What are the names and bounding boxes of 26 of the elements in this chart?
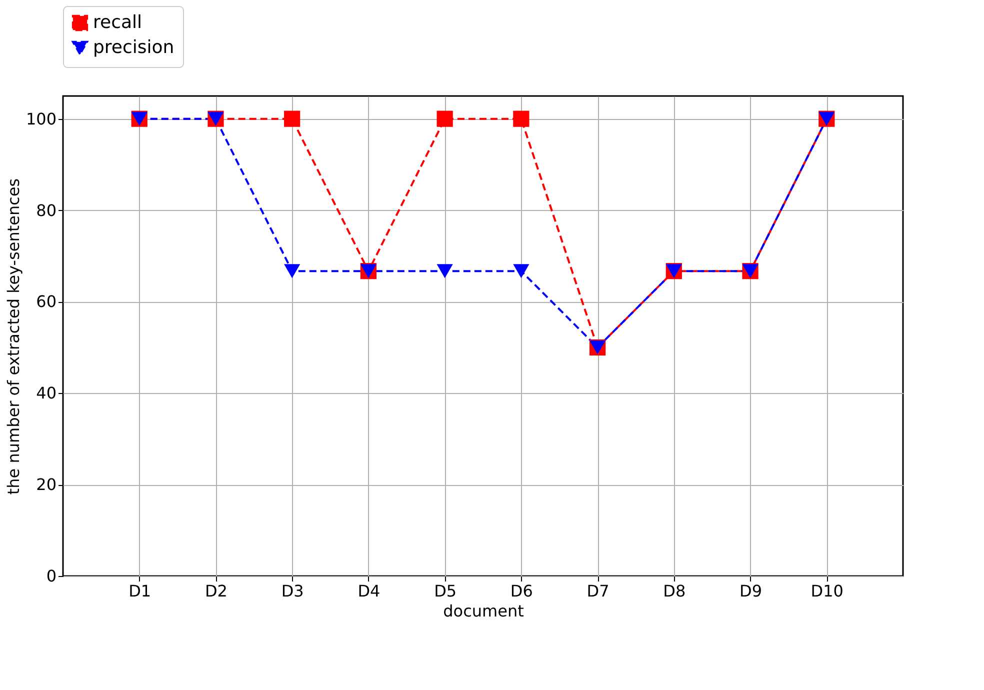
- x-tick-label: D3: [281, 582, 304, 600]
- legend-label: recall: [93, 12, 142, 33]
- y-tick-label: 60: [36, 292, 56, 312]
- x-axis-title: document: [443, 602, 524, 620]
- y-axis-title: the number of extracted key-sentences: [4, 178, 23, 495]
- x-tick-label: D4: [358, 582, 380, 600]
- y-tick-label: 100: [26, 109, 56, 128]
- legend-label: precision: [93, 37, 174, 58]
- x-tick-label: D5: [434, 582, 457, 600]
- y-tick-label: 40: [36, 384, 56, 403]
- x-tick-label: D1: [128, 582, 152, 600]
- point: [284, 264, 300, 278]
- point: [436, 110, 453, 127]
- point: [513, 264, 530, 278]
- x-tick-label: D2: [204, 582, 228, 600]
- point: [436, 264, 453, 278]
- y-tick-label: 0: [46, 566, 56, 586]
- x-tick-label: D6: [510, 582, 533, 600]
- point: [284, 110, 300, 127]
- x-tick-label: D7: [586, 582, 610, 600]
- x-tick-label: D9: [740, 582, 762, 600]
- y-tick-label: 20: [36, 475, 56, 494]
- x-tick-label: D8: [663, 582, 686, 600]
- point: [513, 110, 530, 127]
- x-tick-label: D10: [810, 582, 844, 600]
- y-tick-label: 80: [36, 200, 56, 220]
